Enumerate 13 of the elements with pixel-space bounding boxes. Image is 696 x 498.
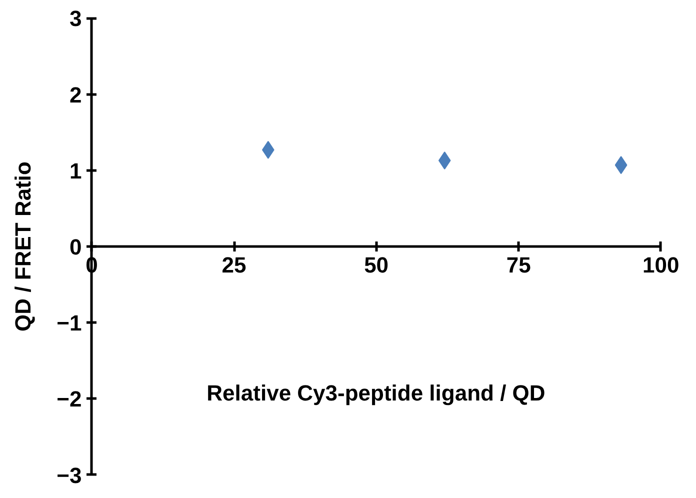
y-tick-label: −1 <box>56 310 82 336</box>
x-tick-label: 50 <box>364 252 389 278</box>
y-tick-label: 0 <box>69 234 82 260</box>
y-tick-label: −3 <box>56 462 82 488</box>
y-axis-title: QD / FRET Ratio <box>10 162 36 332</box>
y-tick-label: 3 <box>69 6 82 32</box>
y-tick-label: −2 <box>56 386 82 412</box>
x-tick-label: 75 <box>506 252 531 278</box>
x-tick-label: 25 <box>222 252 246 278</box>
x-tick-label: 100 <box>642 252 680 278</box>
y-tick-label: 1 <box>69 158 82 184</box>
x-axis-title: Relative Cy3-peptide ligand / QD <box>206 380 546 406</box>
y-tick-label: 2 <box>69 82 82 108</box>
